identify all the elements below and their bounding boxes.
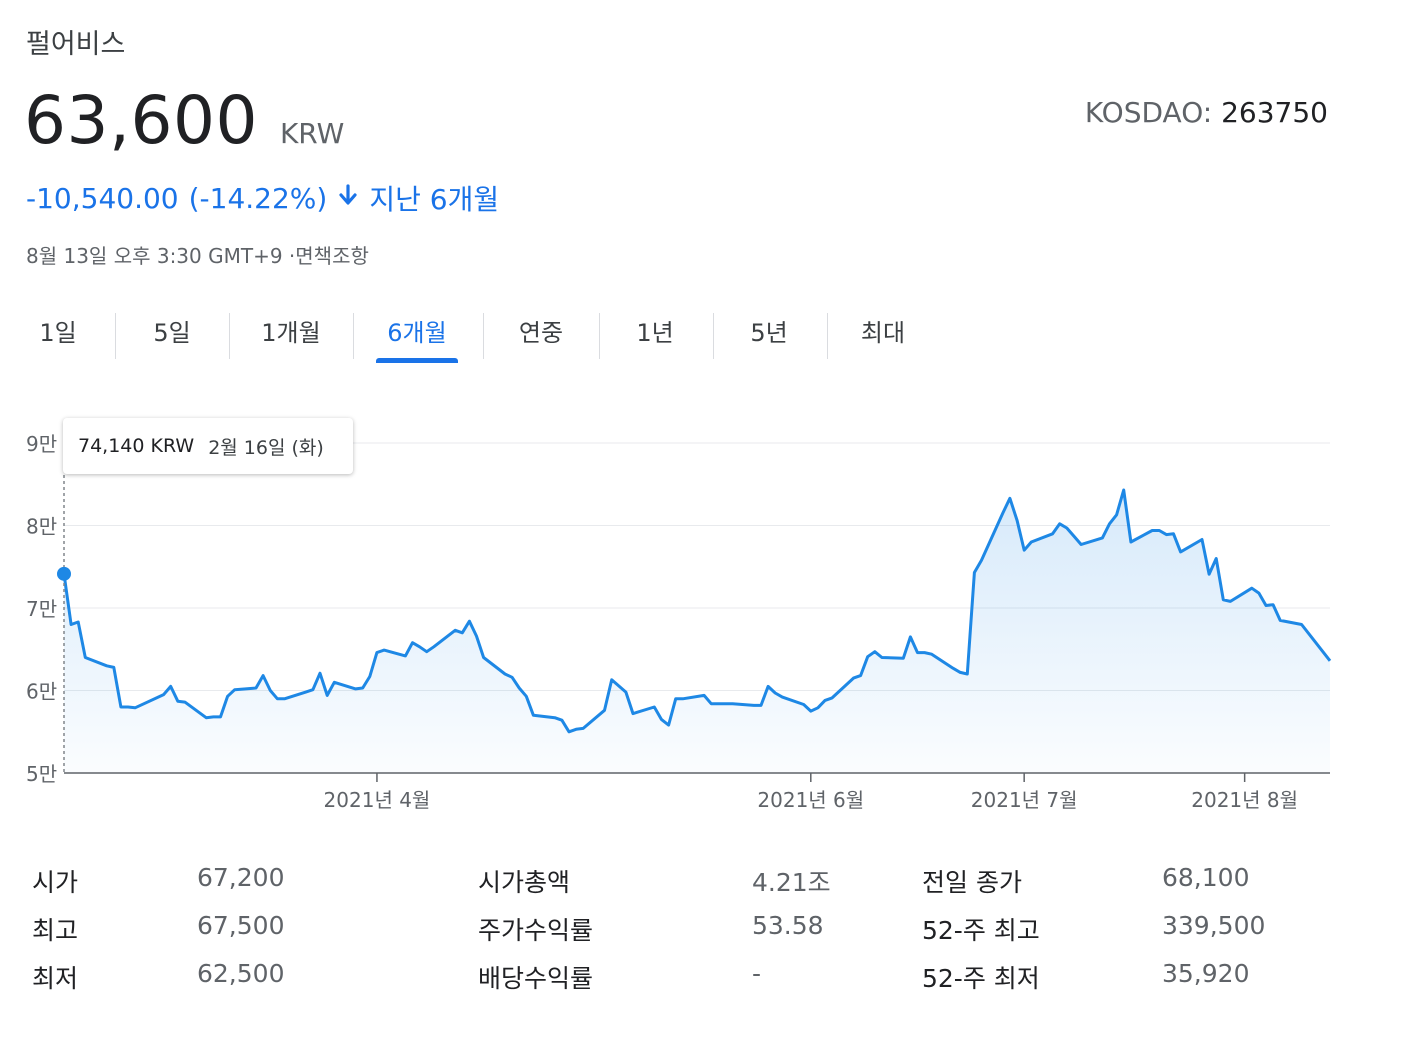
tab-divider — [229, 313, 230, 359]
stat-label: 최고 — [32, 916, 79, 945]
stat-value: 62,500 — [197, 959, 285, 988]
tab-label: 6개월 — [387, 319, 447, 347]
arrow-down-icon — [337, 183, 359, 213]
stat-label: 최저 — [32, 964, 79, 993]
tooltip-value: 74,140 KRW — [78, 435, 195, 457]
tab-label: 5일 — [153, 319, 191, 347]
range-tabs: 1일 5일 1개월 6개월 연중 1년 5년 최대 — [0, 305, 940, 365]
company-name: 펄어비스 — [26, 29, 126, 60]
stat-value: 4.21조 — [752, 868, 831, 897]
tab-divider — [115, 313, 116, 359]
stat-value: 53.58 — [752, 911, 824, 940]
tab-divider — [599, 313, 600, 359]
tab-1y[interactable]: 1년 — [615, 305, 695, 363]
stat-label: 배당수익률 — [478, 964, 594, 993]
currency-label: KRW — [279, 117, 345, 150]
price-change: -10,540.00 (-14.22%) 지난 6개월 — [26, 178, 499, 218]
tab-label: 5년 — [750, 319, 788, 347]
tab-label: 1일 — [39, 319, 77, 347]
chart-tooltip: 74,140 KRW 2월 16일 (화) — [63, 418, 353, 474]
tab-divider — [713, 313, 714, 359]
stat-value: - — [752, 959, 762, 988]
stat-value: 68,100 — [1162, 863, 1250, 892]
x-tick-label: 2021년 4월 — [324, 788, 431, 812]
exchange-label: KOSDAO: — [1084, 96, 1213, 129]
tab-5y[interactable]: 5년 — [729, 305, 809, 363]
x-tick-label: 2021년 7월 — [971, 788, 1078, 812]
y-tick-label: 9만 — [26, 432, 57, 456]
y-tick-label: 8만 — [26, 515, 57, 539]
tab-label: 연중 — [518, 319, 564, 347]
stat-label: 시가 — [32, 868, 79, 897]
tooltip-date: 2월 16일 (화) — [208, 436, 324, 459]
price-row: 63,600 KRW — [24, 82, 344, 159]
price-line — [62, 488, 1332, 734]
tab-6m[interactable]: 6개월 — [376, 305, 458, 363]
change-amount: -10,540.00 — [26, 181, 179, 215]
timestamp-disclaimer[interactable]: 8월 13일 오후 3:30 GMT+9 ·면책조항 — [26, 244, 369, 268]
stat-value: 67,200 — [197, 863, 285, 892]
stat-label: 52-주 최고 — [922, 916, 1040, 945]
tab-ytd[interactable]: 연중 — [500, 305, 582, 363]
ticker-symbol: KOSDAO: 263750 — [1085, 96, 1328, 129]
price-chart[interactable]: 9만 8만 7만 6만 5만 2021년 4월 2021년 6월 2021년 7월 2021년 … — [0, 400, 1406, 820]
tab-divider — [827, 313, 828, 359]
tab-label: 1년 — [636, 319, 674, 347]
tab-1m[interactable]: 1개월 — [246, 305, 336, 363]
y-tick-label: 6만 — [26, 680, 57, 704]
x-tick-label: 2021년 6월 — [757, 788, 864, 812]
y-tick-label: 7만 — [26, 597, 57, 621]
tab-label: 1개월 — [261, 319, 321, 347]
stat-value: 67,500 — [197, 911, 285, 940]
change-percent: (-14.22%) — [188, 181, 328, 215]
current-price: 63,600 — [24, 82, 258, 159]
stat-value: 35,920 — [1162, 959, 1250, 988]
tab-divider — [483, 313, 484, 359]
stat-label: 시가총액 — [478, 868, 571, 897]
stat-value: 339,500 — [1162, 911, 1266, 940]
tab-1d[interactable]: 1일 — [18, 305, 98, 363]
stat-label: 전일 종가 — [922, 868, 1022, 897]
y-tick-label: 5만 — [26, 762, 57, 786]
tab-5d[interactable]: 5일 — [132, 305, 212, 363]
highlight-point — [57, 566, 71, 581]
x-tick-label: 2021년 8월 — [1191, 788, 1298, 812]
price-area — [64, 490, 1330, 773]
active-tab-indicator — [376, 358, 458, 363]
change-period: 지난 6개월 — [369, 183, 500, 216]
ticker-code: 263750 — [1221, 96, 1328, 129]
stat-label: 52-주 최저 — [922, 964, 1040, 993]
tab-max[interactable]: 최대 — [843, 305, 923, 363]
tab-label: 최대 — [860, 319, 906, 347]
tab-divider — [353, 313, 354, 359]
stat-label: 주가수익률 — [478, 916, 594, 945]
